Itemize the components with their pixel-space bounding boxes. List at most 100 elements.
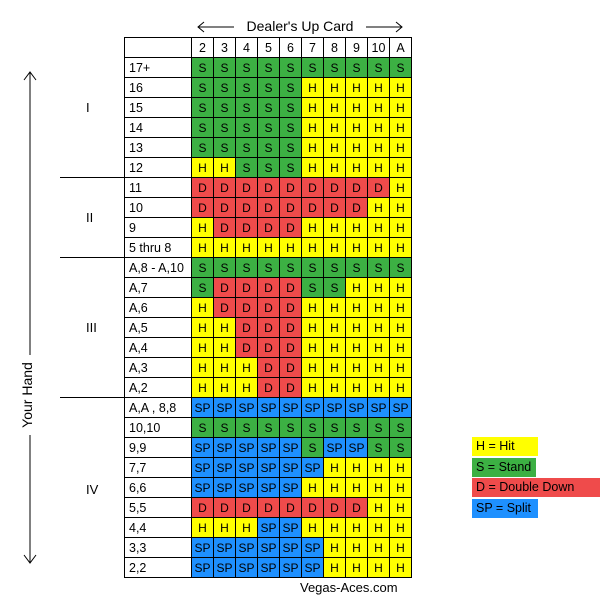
action-cell: SP xyxy=(191,397,214,418)
action-cell: S xyxy=(235,137,258,158)
action-cell: H xyxy=(389,77,412,98)
action-cell: S xyxy=(191,57,214,78)
hand-label: 3,3 xyxy=(124,537,192,558)
action-cell: H xyxy=(389,217,412,238)
action-cell: H xyxy=(323,557,346,578)
action-cell: H xyxy=(191,337,214,358)
action-cell: SP xyxy=(279,517,302,538)
group-divider xyxy=(60,397,125,398)
action-cell: D xyxy=(279,357,302,378)
action-cell: SP xyxy=(191,557,214,578)
action-cell: D xyxy=(367,177,390,198)
action-cell: S xyxy=(213,257,236,278)
action-cell: H xyxy=(323,517,346,538)
action-cell: H xyxy=(367,517,390,538)
action-cell: H xyxy=(301,337,324,358)
table-row: 2,2 SP SP SP SP SP SP H H H H xyxy=(124,557,412,578)
action-cell: SP xyxy=(213,457,236,478)
action-cell: H xyxy=(301,377,324,398)
action-cell: S xyxy=(279,57,302,78)
action-cell: D xyxy=(235,317,258,338)
action-cell: H xyxy=(301,237,324,258)
action-cell: S xyxy=(279,117,302,138)
hand-label: 12 xyxy=(124,157,192,178)
action-cell: D xyxy=(213,177,236,198)
action-cell: SP xyxy=(279,437,302,458)
action-cell: H xyxy=(389,317,412,338)
action-cell: H xyxy=(367,357,390,378)
action-cell: H xyxy=(345,157,368,178)
hand-label: 13 xyxy=(124,137,192,158)
group-roman-4: IV xyxy=(86,482,99,497)
action-cell: H xyxy=(367,117,390,138)
hand-label: 17+ xyxy=(124,57,192,78)
action-cell: S xyxy=(279,257,302,278)
action-cell: S xyxy=(323,57,346,78)
action-cell: H xyxy=(389,117,412,138)
action-cell: H xyxy=(323,537,346,558)
table-row: 16 S S S S S H H H H H xyxy=(124,77,412,98)
action-cell: H xyxy=(389,297,412,318)
action-cell: H xyxy=(323,357,346,378)
action-cell: H xyxy=(367,557,390,578)
action-cell: S xyxy=(235,417,258,438)
action-cell: SP xyxy=(191,457,214,478)
action-cell: S xyxy=(213,57,236,78)
action-cell: D xyxy=(257,357,280,378)
action-cell: H xyxy=(191,157,214,178)
action-cell: H xyxy=(389,477,412,498)
action-cell: D xyxy=(301,177,324,198)
action-cell: H xyxy=(345,337,368,358)
action-cell: D xyxy=(235,177,258,198)
action-cell: SP xyxy=(279,397,302,418)
action-cell: SP xyxy=(213,557,236,578)
action-cell: H xyxy=(213,377,236,398)
hand-label: A,4 xyxy=(124,337,192,358)
hand-label: A,8 - A,10 xyxy=(124,257,192,278)
action-cell: H xyxy=(345,297,368,318)
action-cell: H xyxy=(367,457,390,478)
action-cell: H xyxy=(191,237,214,258)
table-row: 7,7 SP SP SP SP SP SP H H H H xyxy=(124,457,412,478)
action-cell: D xyxy=(257,277,280,298)
action-cell: S xyxy=(323,417,346,438)
action-cell: H xyxy=(323,337,346,358)
legend-item-d: D = Double Down xyxy=(472,478,600,497)
action-cell: H xyxy=(389,537,412,558)
action-cell: H xyxy=(345,97,368,118)
legend-item-h: H = Hit xyxy=(472,437,538,456)
action-cell: D xyxy=(323,497,346,518)
action-cell: D xyxy=(235,277,258,298)
action-cell: D xyxy=(345,177,368,198)
action-cell: S xyxy=(257,97,280,118)
dealer-card-6: 6 xyxy=(279,37,302,58)
table-row: A,3 H H H D D H H H H H xyxy=(124,357,412,378)
action-cell: D xyxy=(191,177,214,198)
action-cell: H xyxy=(191,317,214,338)
action-cell: H xyxy=(367,237,390,258)
action-cell: H xyxy=(367,377,390,398)
action-cell: S xyxy=(367,437,390,458)
action-cell: D xyxy=(279,297,302,318)
action-cell: H xyxy=(389,457,412,478)
hand-label: 2,2 xyxy=(124,557,192,578)
action-cell: H xyxy=(345,217,368,238)
action-cell: D xyxy=(279,497,302,518)
action-cell: H xyxy=(345,537,368,558)
action-cell: S xyxy=(367,257,390,278)
action-cell: SP xyxy=(279,457,302,478)
action-cell: H xyxy=(389,97,412,118)
action-cell: H xyxy=(323,237,346,258)
action-cell: D xyxy=(279,277,302,298)
action-cell: S xyxy=(191,257,214,278)
table-row: A,8 - A,10 S S S S S S S S S S xyxy=(124,257,412,278)
action-cell: H xyxy=(367,537,390,558)
action-cell: D xyxy=(235,297,258,318)
action-cell: D xyxy=(213,297,236,318)
action-cell: SP xyxy=(235,477,258,498)
dealer-card-3: 3 xyxy=(213,37,236,58)
hand-label: 14 xyxy=(124,117,192,138)
legend-item-s: S = Stand xyxy=(472,458,536,477)
action-cell: H xyxy=(323,477,346,498)
